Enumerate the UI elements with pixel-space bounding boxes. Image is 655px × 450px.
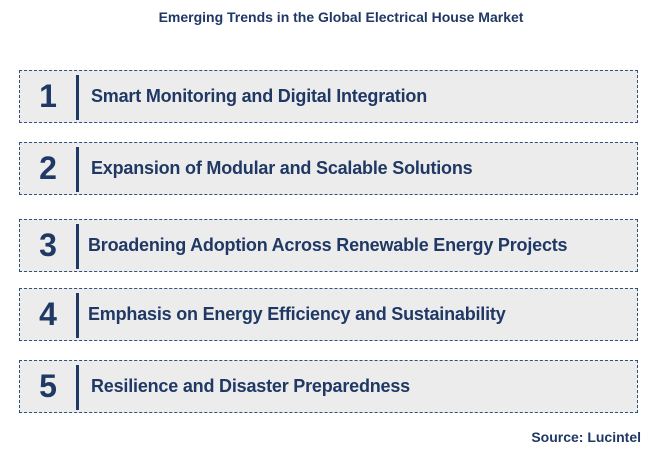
trend-number: 1 [39, 78, 57, 114]
trend-number: 4 [39, 296, 57, 332]
trend-divider [76, 75, 79, 120]
trend-item-3: 3 Broadening Adoption Across Renewable E… [19, 219, 638, 272]
trend-item-2: 2 Expansion of Modular and Scalable Solu… [19, 142, 638, 195]
trend-label: Smart Monitoring and Digital Integration [91, 86, 427, 106]
trend-number: 5 [39, 368, 57, 404]
trend-item-4: 4 Emphasis on Energy Efficiency and Sust… [19, 288, 638, 341]
diagram-title: Emerging Trends in the Global Electrical… [158, 9, 524, 25]
trend-item-1: 1 Smart Monitoring and Digital Integrati… [19, 70, 638, 123]
trend-divider [76, 365, 79, 410]
source-credit: Source: Lucintel [531, 429, 641, 445]
trend-label: Emphasis on Energy Efficiency and Sustai… [88, 304, 506, 324]
trend-divider [76, 147, 79, 192]
trend-item-5: 5 Resilience and Disaster Preparedness [19, 360, 638, 413]
trend-divider [76, 293, 79, 338]
trend-number: 3 [39, 227, 57, 263]
trend-label: Expansion of Modular and Scalable Soluti… [91, 158, 473, 178]
trend-label: Resilience and Disaster Preparedness [91, 376, 410, 396]
trend-label: Broadening Adoption Across Renewable Ene… [88, 235, 568, 255]
trend-number: 2 [39, 150, 57, 186]
trend-divider [76, 224, 79, 269]
